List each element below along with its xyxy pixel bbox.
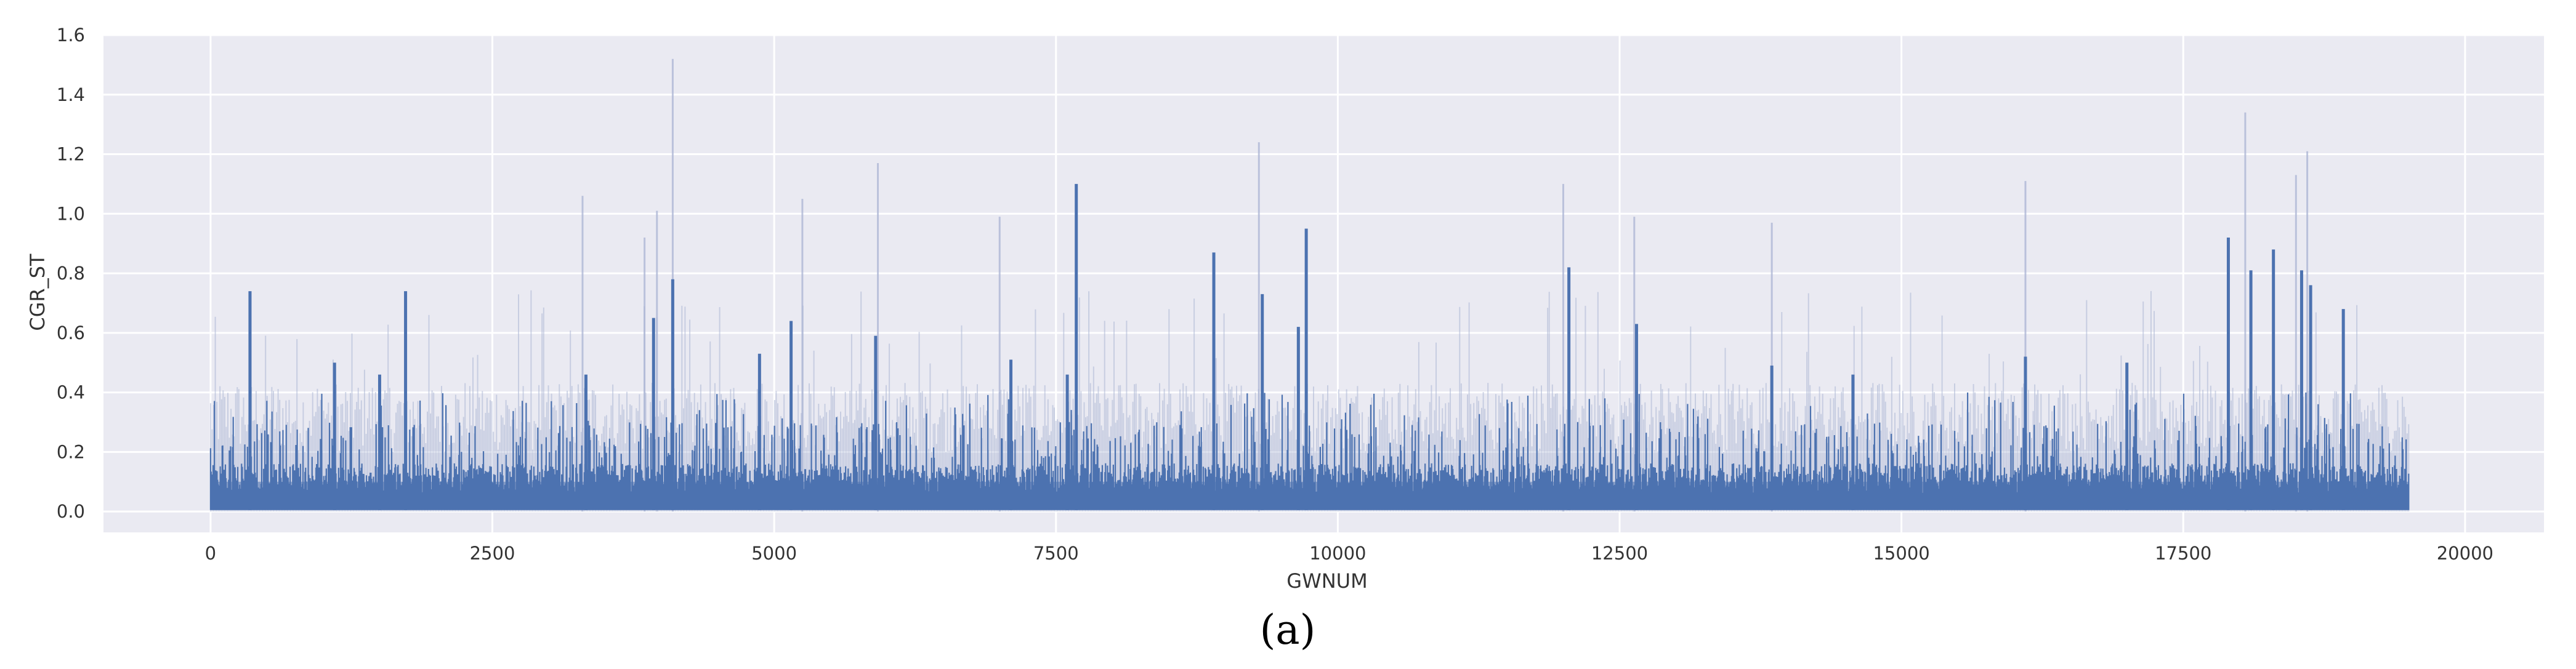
x-tick-label: 5000 <box>751 543 797 564</box>
x-tick-label: 20000 <box>2437 543 2493 564</box>
y-tick-label: 1.6 <box>57 25 85 46</box>
y-tick-label: 1.4 <box>57 84 85 105</box>
y-tick-label: 0.8 <box>57 263 85 284</box>
y-tick-label: 1.2 <box>57 144 85 165</box>
figure-caption: (a) <box>1260 606 1316 654</box>
x-axis-label: GWNUM <box>1286 569 1367 593</box>
x-tick-label: 10000 <box>1309 543 1366 564</box>
x-tick-label: 17500 <box>2155 543 2211 564</box>
x-tick-label: 0 <box>205 543 216 564</box>
y-tick-labels: 0.0 0.2 0.4 0.6 0.8 1.0 1.2 1.4 1.6 <box>57 25 85 522</box>
y-tick-label: 0.4 <box>57 382 85 403</box>
x-tick-label: 12500 <box>1591 543 1648 564</box>
x-tick-labels: 0 2500 5000 7500 10000 12500 15000 17500 20000 <box>205 543 2493 564</box>
y-axis-label: CGR_ST <box>26 254 49 331</box>
y-tick-label: 0.0 <box>57 501 85 522</box>
y-tick-label: 0.2 <box>57 441 85 462</box>
y-tick-label: 0.6 <box>57 322 85 343</box>
x-tick-label: 7500 <box>1033 543 1079 564</box>
x-tick-label: 15000 <box>1873 543 1929 564</box>
data-series-line <box>209 183 2410 510</box>
series-baseline-band <box>210 481 2409 510</box>
y-tick-label: 1.0 <box>57 203 85 224</box>
x-tick-label: 2500 <box>470 543 515 564</box>
